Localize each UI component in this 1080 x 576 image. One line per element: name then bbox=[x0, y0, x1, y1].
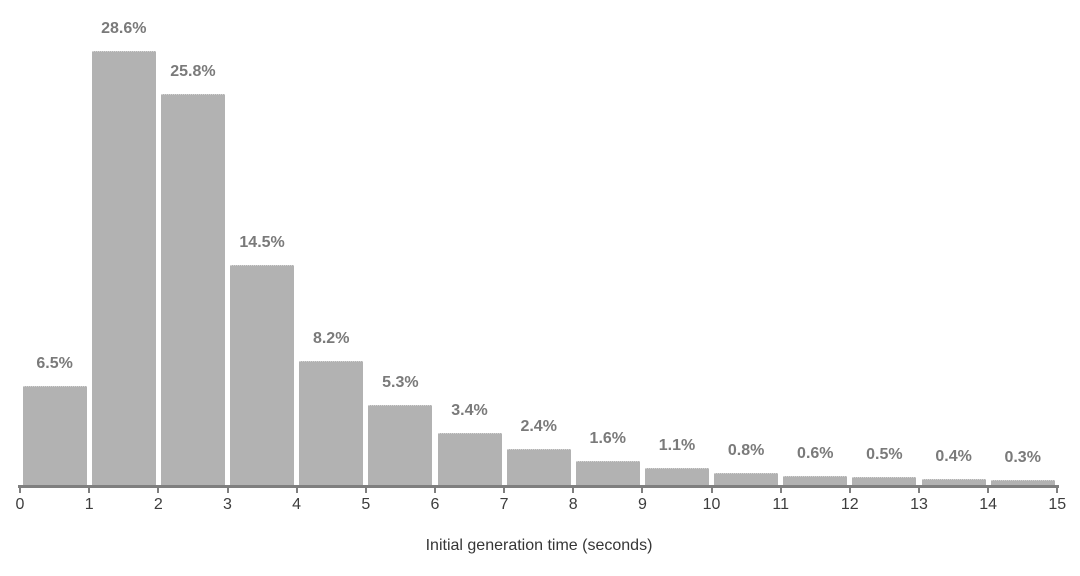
x-axis-tick-label: 0 bbox=[15, 496, 25, 513]
x-axis-tick bbox=[1056, 487, 1059, 493]
x-axis-tick bbox=[433, 487, 436, 493]
bar-value-label: 2.4% bbox=[520, 418, 557, 435]
x-axis-tick bbox=[295, 487, 298, 493]
x-axis-tick bbox=[157, 487, 160, 493]
x-axis-tick bbox=[779, 487, 782, 493]
bar-value-label: 0.8% bbox=[727, 442, 765, 459]
x-axis-tick bbox=[572, 487, 575, 493]
x-axis-tick-label: 13 bbox=[910, 496, 928, 513]
x-axis-tick bbox=[226, 487, 229, 493]
x-axis-tick-label: 14 bbox=[979, 496, 997, 513]
x-axis-tick-label: 11 bbox=[772, 496, 789, 513]
bar bbox=[368, 405, 433, 485]
bar-value-label: 6.5% bbox=[36, 355, 73, 372]
x-axis-tick bbox=[88, 487, 91, 493]
bar-value-label: 0.4% bbox=[935, 448, 972, 465]
x-axis-title: Initial generation time (seconds) bbox=[425, 537, 653, 554]
bar-value-label: 5.3% bbox=[382, 374, 419, 391]
bar-value-label: 0.3% bbox=[1004, 449, 1041, 466]
x-axis-tick bbox=[19, 487, 21, 493]
x-axis-tick-label: 12 bbox=[840, 496, 859, 513]
bar-value-label: 25.8% bbox=[170, 63, 216, 80]
x-axis-tick-label: 1 bbox=[84, 496, 94, 513]
x-axis-tick-label: 5 bbox=[361, 496, 371, 513]
x-axis-tick bbox=[848, 487, 851, 493]
bar-value-label: 1.6% bbox=[589, 430, 627, 447]
x-axis-tick-label: 2 bbox=[153, 496, 163, 513]
bar bbox=[921, 479, 986, 485]
x-axis-tick bbox=[641, 487, 644, 493]
bar bbox=[437, 433, 502, 485]
bar bbox=[91, 51, 156, 485]
bar-value-label: 28.6% bbox=[101, 20, 147, 37]
bar-value-label: 14.5% bbox=[239, 234, 285, 251]
bar bbox=[230, 265, 295, 485]
bar bbox=[22, 386, 87, 485]
bar-value-label: 3.4% bbox=[451, 402, 488, 419]
bar bbox=[852, 477, 917, 485]
x-axis-line bbox=[18, 485, 1059, 488]
x-axis-tick-label: 10 bbox=[702, 496, 721, 513]
x-axis-tick-label: 3 bbox=[223, 496, 232, 513]
x-axis-tick bbox=[364, 487, 367, 493]
x-axis-tick-label: 9 bbox=[637, 496, 647, 513]
x-axis-tick bbox=[710, 487, 713, 493]
bar-value-label: 1.1% bbox=[658, 437, 696, 454]
bar bbox=[714, 473, 779, 485]
bar bbox=[160, 94, 225, 485]
x-axis-tick-label: 4 bbox=[292, 496, 302, 513]
bar bbox=[783, 476, 848, 485]
bar bbox=[990, 480, 1055, 485]
x-axis-tick bbox=[918, 487, 920, 493]
bar bbox=[299, 361, 364, 485]
bar bbox=[506, 449, 571, 485]
x-axis-tick bbox=[503, 487, 506, 493]
bar-value-label: 0.5% bbox=[866, 446, 903, 463]
x-axis-tick-label: 7 bbox=[499, 496, 509, 513]
x-axis-tick-label: 8 bbox=[568, 496, 578, 513]
bar bbox=[645, 468, 709, 485]
bar bbox=[575, 461, 640, 485]
x-axis-tick bbox=[987, 487, 990, 493]
bar-value-label: 8.2% bbox=[312, 330, 350, 347]
x-axis-tick-label: 6 bbox=[430, 496, 440, 513]
bar-value-label: 0.6% bbox=[797, 445, 834, 462]
x-axis-tick-label: 15 bbox=[1048, 496, 1067, 513]
